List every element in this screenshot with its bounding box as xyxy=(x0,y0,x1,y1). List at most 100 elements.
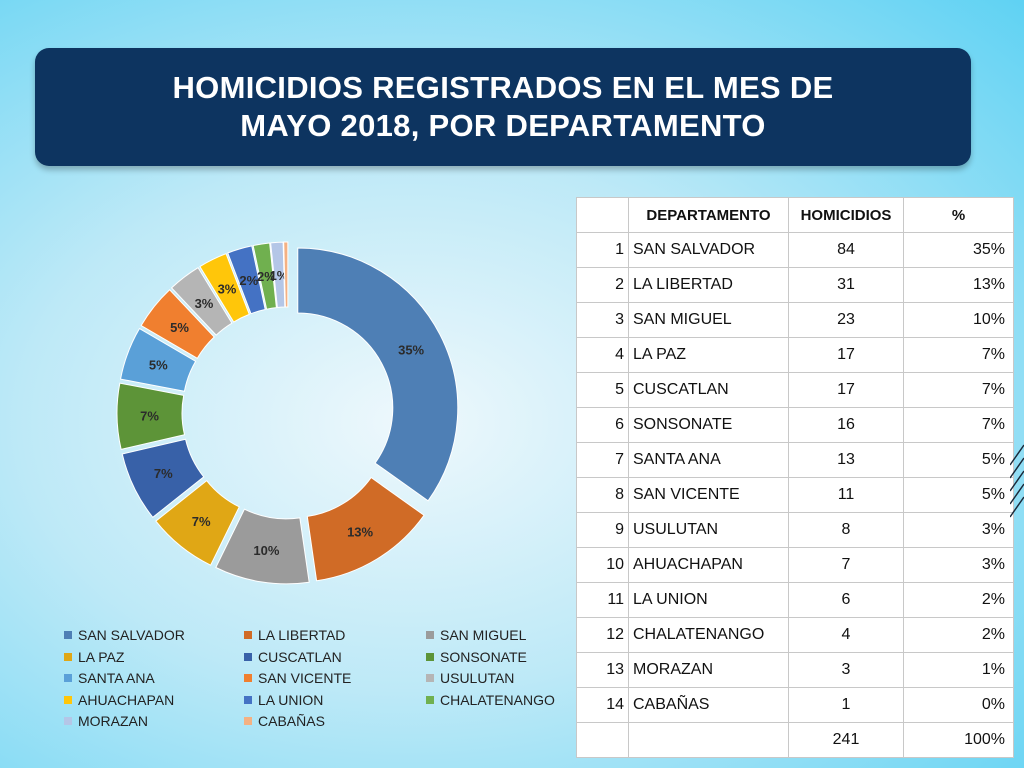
legend-label: SAN MIGUEL xyxy=(440,627,527,643)
legend-label: USULUTAN xyxy=(440,670,515,686)
row-homicidios: 31 xyxy=(788,267,904,303)
row-homicidios: 3 xyxy=(788,652,904,688)
row-index: 5 xyxy=(576,372,629,408)
pie-data-label: 7% xyxy=(154,466,173,481)
legend-swatch xyxy=(426,674,434,682)
pie-slice xyxy=(270,241,286,309)
legend-swatch xyxy=(64,631,72,639)
pie-data-label: 3% xyxy=(195,296,214,311)
row-homicidios: 16 xyxy=(788,407,904,443)
legend-label: SAN VICENTE xyxy=(258,670,352,686)
row-homicidios: 17 xyxy=(788,337,904,373)
row-percent: 0% xyxy=(903,687,1014,723)
row-percent: 3% xyxy=(903,547,1014,583)
row-departamento: USULUTAN xyxy=(628,512,789,548)
row-departamento: SAN VICENTE xyxy=(628,477,789,513)
legend-item: SANTA ANA xyxy=(64,669,155,687)
legend-item: CHALATENANGO xyxy=(426,691,555,709)
row-index: 10 xyxy=(576,547,629,583)
pie-slice xyxy=(155,479,240,566)
table-row: 10 AHUACHAPAN 7 3% xyxy=(576,547,1014,583)
row-homicidios: 13 xyxy=(788,442,904,478)
row-index: 1 xyxy=(576,232,629,268)
legend-item: SAN VICENTE xyxy=(244,669,351,687)
table-row: 7 SANTA ANA 13 5% xyxy=(576,442,1014,478)
legend-swatch xyxy=(426,695,434,704)
table-row: 6 SONSONATE 16 7% xyxy=(576,407,1014,443)
legend-item: MORAZAN xyxy=(64,712,148,730)
title-line-2: MAYO 2018, POR DEPARTAMENTO xyxy=(240,108,766,143)
row-index: 13 xyxy=(576,652,629,688)
legend-label: SONSONATE xyxy=(440,648,527,665)
row-index: 4 xyxy=(576,337,629,373)
legend-swatch xyxy=(64,695,72,704)
pie-slice xyxy=(119,327,197,392)
row-index: 2 xyxy=(576,267,629,303)
pie-slice xyxy=(140,289,215,359)
legend-item: LA LIBERTAD xyxy=(244,626,345,644)
legend-swatch xyxy=(426,652,434,661)
row-index: 7 xyxy=(576,442,629,478)
legend-item: CUSCATLAN xyxy=(244,648,342,666)
row-percent: 10% xyxy=(903,302,1014,338)
row-percent: 7% xyxy=(903,337,1014,373)
row-departamento: SAN MIGUEL xyxy=(628,302,789,338)
row-homicidios: 7 xyxy=(788,547,904,583)
legend-label: CABAÑAS xyxy=(258,713,325,729)
legend-swatch xyxy=(244,674,252,682)
row-departamento: LA UNION xyxy=(628,582,789,618)
row-index: 3 xyxy=(576,302,629,338)
legend-swatch xyxy=(64,652,72,661)
table-row: 14 CABAÑAS 1 0% xyxy=(576,687,1014,723)
pie-slice xyxy=(170,266,233,336)
pie-data-label: 2% xyxy=(257,269,276,284)
legend-swatch xyxy=(244,717,252,725)
legend-item: SONSONATE xyxy=(426,648,527,666)
table-row: 5 CUSCATLAN 17 7% xyxy=(576,372,1014,408)
decorative-lines-icon xyxy=(1010,444,1024,518)
pie-data-label: 2% xyxy=(239,273,258,288)
pie-data-label: 7% xyxy=(140,409,159,424)
row-index: 8 xyxy=(576,477,629,513)
legend-swatch xyxy=(64,674,72,682)
pie-slice xyxy=(116,382,186,450)
header-departamento: DEPARTAMENTO xyxy=(628,197,789,233)
total-row-index xyxy=(576,722,629,758)
row-index: 11 xyxy=(576,582,629,618)
pie-slice xyxy=(215,508,310,585)
row-percent: 2% xyxy=(903,582,1014,618)
row-homicidios: 11 xyxy=(788,477,904,513)
row-homicidios: 17 xyxy=(788,372,904,408)
legend-item: LA UNION xyxy=(244,691,323,709)
row-index: 9 xyxy=(576,512,629,548)
row-departamento: LA PAZ xyxy=(628,337,789,373)
row-homicidios: 8 xyxy=(788,512,904,548)
pie-slice xyxy=(252,242,277,310)
table-row: 3 SAN MIGUEL 23 10% xyxy=(576,302,1014,338)
legend-item: LA PAZ xyxy=(64,648,124,666)
row-departamento: AHUACHAPAN xyxy=(628,547,789,583)
pie-data-label: 3% xyxy=(218,282,237,297)
doughnut-chart-svg: 35%13%10%7%7%7%5%5%3%3%2%2%1% xyxy=(116,241,459,585)
pie-slice xyxy=(283,241,289,308)
row-departamento: CUSCATLAN xyxy=(628,372,789,408)
table-total-row: 241 100% xyxy=(576,722,1014,758)
row-homicidios: 1 xyxy=(788,687,904,723)
pie-slice xyxy=(227,245,266,315)
header-index xyxy=(576,197,629,233)
total-row-homicidios: 241 xyxy=(788,722,904,758)
table-row: 9 USULUTAN 8 3% xyxy=(576,512,1014,548)
row-percent: 5% xyxy=(903,442,1014,478)
legend-label: SANTA ANA xyxy=(78,670,155,686)
legend-item: SAN MIGUEL xyxy=(426,626,526,644)
row-homicidios: 4 xyxy=(788,617,904,653)
row-percent: 3% xyxy=(903,512,1014,548)
legend-item: USULUTAN xyxy=(426,669,514,687)
table-row: 1 SAN SALVADOR 84 35% xyxy=(576,232,1014,268)
header-percent: % xyxy=(903,197,1014,233)
table-row: 13 MORAZAN 3 1% xyxy=(576,652,1014,688)
legend-swatch xyxy=(64,717,72,725)
row-percent: 7% xyxy=(903,372,1014,408)
row-percent: 13% xyxy=(903,267,1014,303)
table-header-row: DEPARTAMENTO HOMICIDIOS % xyxy=(576,197,1014,233)
